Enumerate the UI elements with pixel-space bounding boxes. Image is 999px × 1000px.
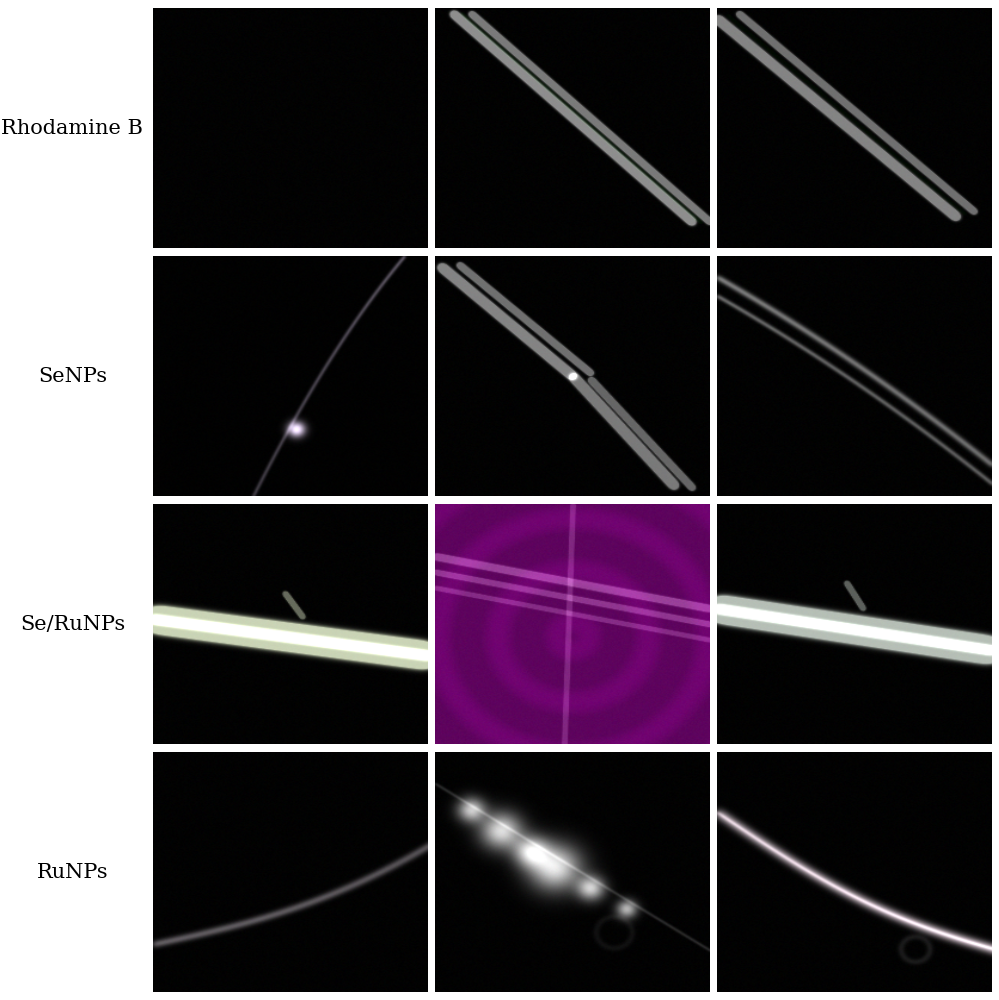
Text: SeNPs: SeNPs — [38, 366, 107, 385]
Text: Se/RuNPs: Se/RuNPs — [20, 614, 125, 634]
Text: RuNPs: RuNPs — [37, 862, 108, 882]
Text: Rhodamine B: Rhodamine B — [1, 118, 144, 137]
